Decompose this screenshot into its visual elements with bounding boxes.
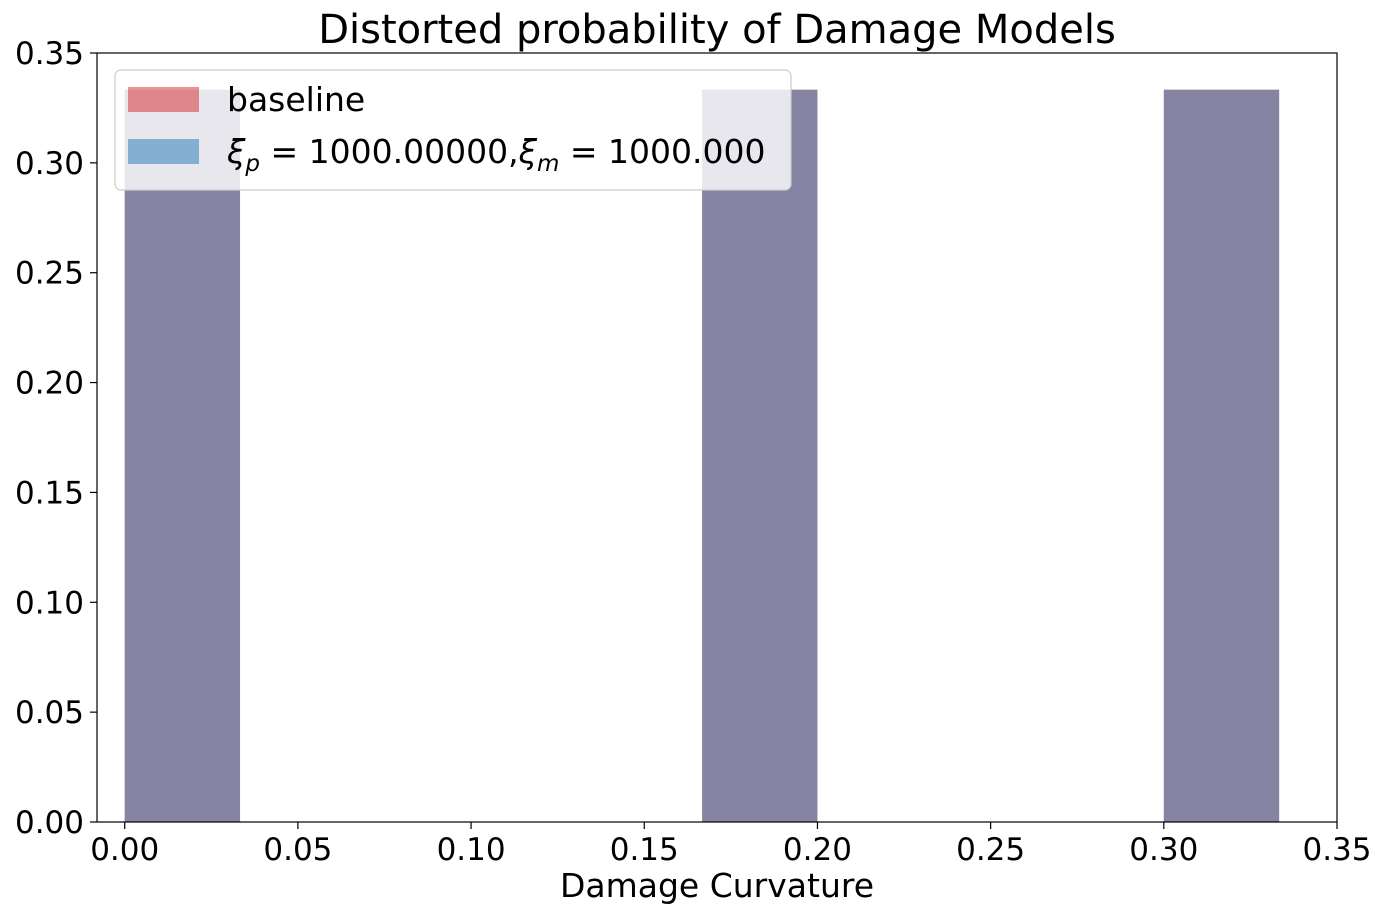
legend-swatch-baseline: [128, 87, 199, 112]
legend-box: [114, 69, 792, 191]
y-tick-label: 0.35: [15, 36, 84, 72]
y-tick-label: 0.20: [15, 366, 84, 402]
legend-label-baseline: baseline: [227, 80, 365, 119]
y-tick-label: 0.25: [15, 256, 84, 292]
legend: baseline ξp = 1000.00000,ξm = 1000.000: [114, 69, 792, 191]
bar-series1-bin2: [1163, 89, 1280, 823]
y-tick-label: 0.15: [15, 475, 84, 511]
y-tick-label: 0.05: [15, 695, 84, 731]
x-tick-label: 0.25: [956, 832, 1025, 868]
x-tick-label: 0.00: [90, 832, 159, 868]
x-tick-label: 0.20: [783, 832, 852, 868]
y-tick-label: 0.30: [15, 146, 84, 182]
bar-series1-bin1: [702, 89, 818, 823]
y-tick-label: 0.00: [15, 805, 84, 841]
x-axis-label: Damage Curvature: [560, 866, 874, 905]
bar-series1-bin0: [124, 89, 241, 823]
legend-label-distorted: ξp = 1000.00000,ξm = 1000.000: [226, 132, 766, 177]
plot-frame: [96, 52, 1338, 823]
x-tick-label: 0.15: [610, 832, 679, 868]
x-tick-label: 0.35: [1302, 832, 1371, 868]
y-axis: 0.00 0.05 0.10 0.15 0.20 0.25 0.30 0.35: [15, 36, 97, 841]
legend-swatch-distorted: [128, 139, 199, 164]
y-tick-label: 0.10: [15, 585, 84, 621]
bars-layer: [124, 89, 1280, 823]
x-tick-label: 0.05: [263, 832, 332, 868]
chart-title: Distorted probability of Damage Models: [318, 7, 1116, 53]
x-tick-label: 0.10: [437, 832, 506, 868]
x-axis: 0.00 0.05 0.10 0.15 0.20 0.25 0.30 0.35: [90, 822, 1372, 868]
x-tick-label: 0.30: [1129, 832, 1198, 868]
